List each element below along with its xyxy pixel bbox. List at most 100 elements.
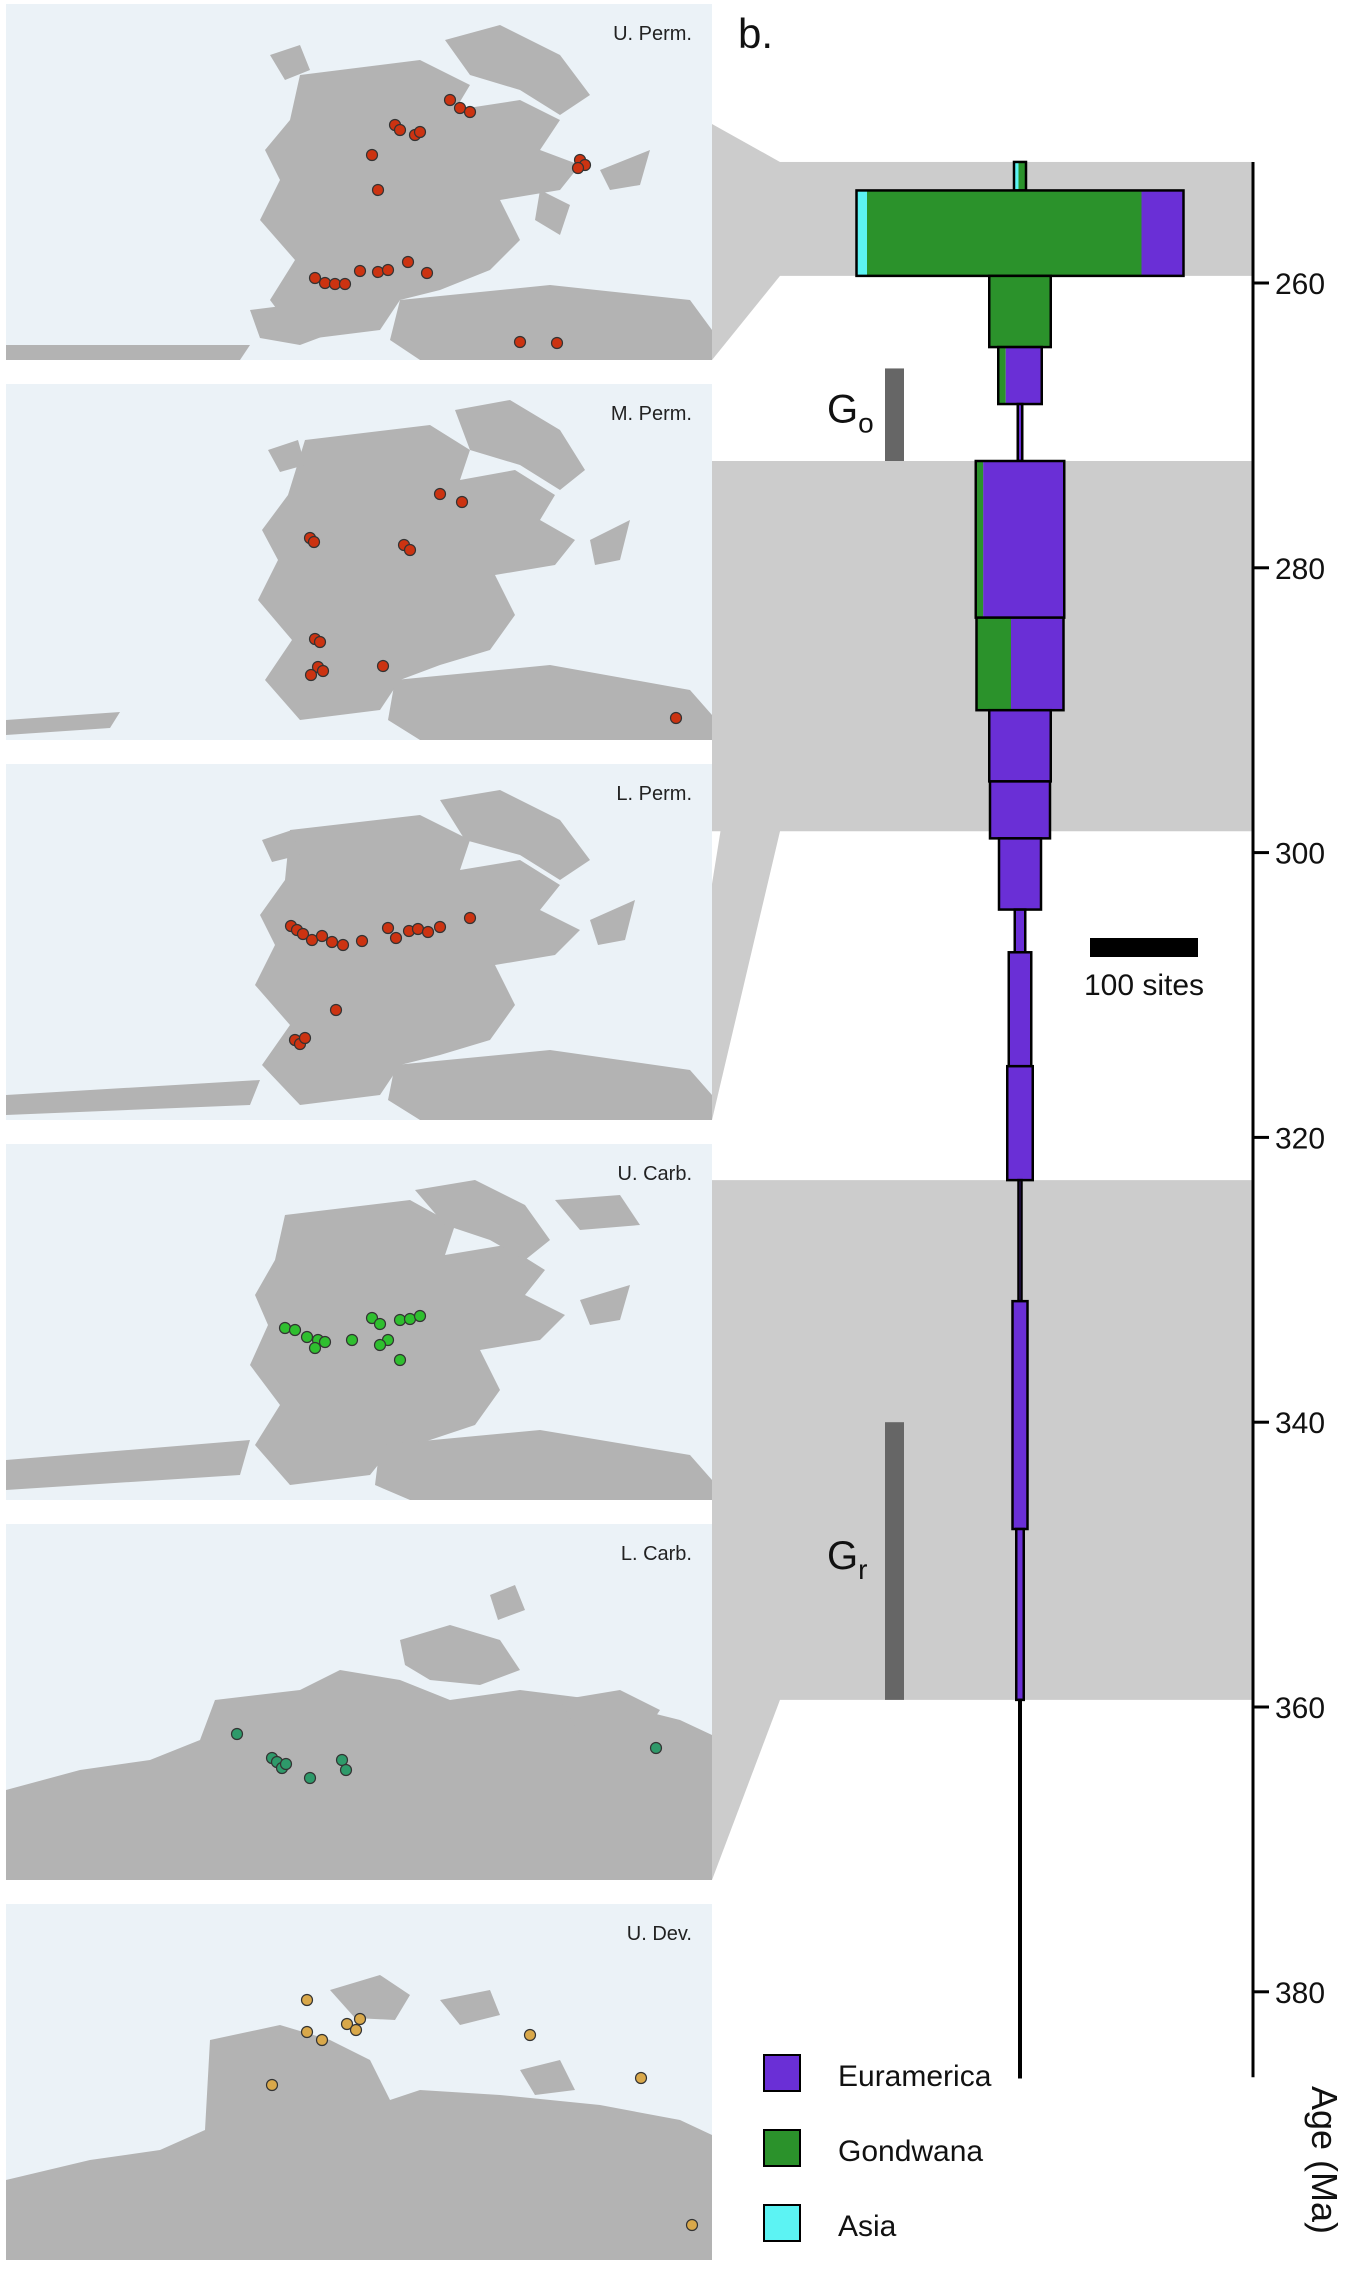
site-dot	[338, 277, 352, 291]
site-dot	[328, 277, 342, 291]
site-dot	[304, 668, 318, 682]
y-tick-label: 380	[1275, 1977, 1325, 2010]
map-title: M. Perm.	[611, 403, 692, 425]
site-dot	[335, 1753, 349, 1767]
gap-go-label: Go	[827, 388, 874, 439]
site-dot	[393, 123, 407, 137]
bar-segment-euramerica	[1018, 1180, 1022, 1302]
site-dot	[685, 2218, 699, 2232]
site-dot	[550, 336, 564, 350]
site-dot	[433, 920, 447, 934]
bar-segment-euramerica	[999, 838, 1041, 910]
shaded-intervals	[712, 161, 1253, 1700]
site-dot	[318, 1335, 332, 1349]
bar-segment-euramerica	[1007, 1066, 1033, 1181]
scale-bar	[1090, 938, 1198, 957]
map-land	[6, 790, 712, 1120]
bar-segment-euramerica	[1017, 404, 1023, 461]
map-land	[6, 400, 712, 740]
bar-segment-gondwana	[989, 275, 1051, 348]
site-dot	[339, 1763, 353, 1777]
bar-segment-euramerica	[1016, 1529, 1024, 1700]
map-title: U. Dev.	[627, 1923, 692, 1945]
site-dot	[300, 2025, 314, 2039]
site-dot	[278, 1321, 292, 1335]
bar-segment-euramerica	[1011, 617, 1064, 711]
site-dot	[308, 271, 322, 285]
bar-segment-euramerica	[1005, 347, 1042, 405]
y-tick-label: 300	[1275, 838, 1325, 871]
site-dot	[401, 255, 415, 269]
y-axis-label: Age (Ma)	[1304, 2086, 1345, 2234]
site-dots	[278, 1309, 427, 1367]
bar-segment-euramerica	[1141, 190, 1184, 276]
site-dot	[376, 659, 390, 673]
y-tick-label: 360	[1275, 1692, 1325, 1725]
bar-segment-gondwana	[1018, 161, 1026, 191]
map-panel-u-carb: U. Carb.	[6, 1144, 712, 1500]
legend-swatch-asia	[763, 2204, 801, 2242]
site-dot	[389, 931, 403, 945]
bar-segment-euramerica	[1008, 952, 1032, 1067]
site-dot	[403, 543, 417, 557]
gap-gr-label: Gr	[827, 1534, 867, 1585]
map-panel-l-perm: L. Perm.	[6, 764, 712, 1120]
bar-segment-gondwana	[867, 190, 1142, 276]
site-dot	[288, 1323, 302, 1337]
gap-go-bar	[885, 368, 904, 461]
bar-segment-asia	[1014, 161, 1019, 191]
site-dot	[305, 933, 319, 947]
bar-outline	[1018, 1698, 1022, 2079]
y-tick-label: 320	[1275, 1122, 1325, 1155]
map-panel-l-carb: L. Carb.	[6, 1524, 712, 1880]
site-dot	[308, 1341, 322, 1355]
y-tick-label: 280	[1275, 553, 1325, 586]
map-panel-u-perm: U. Perm.	[6, 4, 712, 360]
site-dot	[279, 1757, 293, 1771]
site-dot	[318, 276, 332, 290]
site-dot	[371, 265, 385, 279]
site-dots	[284, 911, 477, 1051]
site-dot	[303, 1771, 317, 1785]
site-dot	[300, 1993, 314, 2007]
site-dot	[513, 335, 527, 349]
site-dot	[298, 1031, 312, 1045]
y-tick-label: 340	[1275, 1407, 1325, 1440]
bar-stack	[855, 160, 1185, 2079]
site-dot	[455, 495, 469, 509]
legend-label-asia: Asia	[838, 2210, 897, 2243]
map-title: U. Carb.	[618, 1163, 692, 1185]
site-dot	[381, 263, 395, 277]
site-dot	[296, 927, 310, 941]
bar-segment-euramerica	[1012, 1301, 1028, 1529]
scale-bar-label: 100 sites	[1084, 969, 1204, 1002]
site-dot	[381, 921, 395, 935]
bar-segment-asia	[856, 190, 867, 276]
map-land	[6, 1585, 712, 1880]
map-land	[6, 1180, 712, 1500]
site-dot	[411, 922, 425, 936]
site-dot	[325, 935, 339, 949]
site-dot	[329, 1003, 343, 1017]
site-dot	[316, 664, 330, 678]
site-dots	[303, 487, 683, 725]
site-dot	[355, 934, 369, 948]
gap-markers: Go Gr	[827, 368, 904, 1700]
site-dot	[340, 2017, 354, 2031]
site-dot	[315, 929, 329, 943]
site-dot	[421, 925, 435, 939]
site-dot	[345, 1333, 359, 1347]
gap-gr-bar	[885, 1422, 904, 1700]
site-dot	[443, 93, 457, 107]
bar-segment-euramerica	[989, 710, 1051, 782]
site-dot	[336, 938, 350, 952]
site-dot	[413, 125, 427, 139]
site-dot	[373, 1338, 387, 1352]
bar-segment-gondwana	[976, 617, 1011, 711]
site-dot	[371, 183, 385, 197]
bar-segment-gondwana	[998, 347, 1006, 405]
site-dot	[403, 1312, 417, 1326]
map-land	[6, 1975, 712, 2260]
site-dot	[365, 1311, 379, 1325]
site-dot	[571, 161, 585, 175]
